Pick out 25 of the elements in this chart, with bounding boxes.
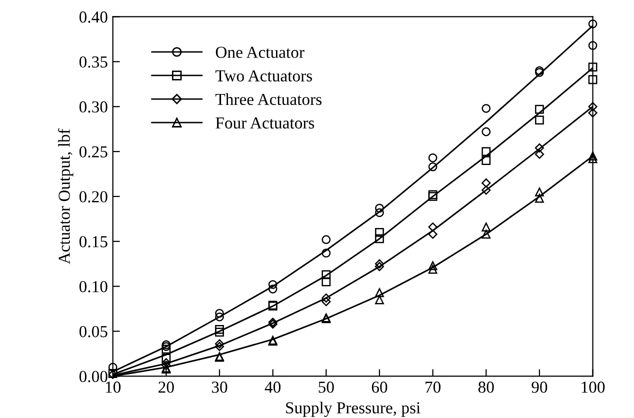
- y-tick-label: 0.15: [79, 236, 108, 248]
- x-tick-label: 20: [158, 382, 174, 393]
- x-axis-title: Supply Pressure, psi: [286, 402, 420, 417]
- y-tick-label: 0.20: [79, 191, 108, 202]
- x-tick-label: 90: [532, 382, 548, 393]
- y-tick-label: 0.00: [79, 370, 108, 382]
- x-tick-label: 80: [478, 382, 494, 393]
- x-tick-label: 60: [372, 382, 388, 393]
- y-tick-label: 0.25: [79, 146, 108, 158]
- y-tick-label: 0.30: [79, 101, 108, 113]
- y-tick-label: 0.05: [79, 326, 108, 338]
- x-tick-label: 40: [264, 382, 281, 393]
- x-tick-label: 10: [106, 382, 121, 393]
- x-tick-label: 100: [582, 382, 605, 393]
- x-tick-label: 30: [212, 382, 228, 393]
- x-tick-label: 70: [426, 382, 441, 393]
- legend-label: Four Actuators: [216, 117, 314, 129]
- y-axis-title: Actuator Output, lbf: [58, 128, 74, 264]
- legend-label: Three Actuators: [215, 93, 322, 106]
- y-tick-label: 0.10: [79, 281, 108, 292]
- y-tick-label: 0.40: [79, 11, 108, 23]
- y-tick-label: 0.35: [79, 56, 108, 68]
- legend-label: Two Actuators: [215, 70, 312, 82]
- legend-label: One Actuator: [216, 46, 304, 58]
- x-tick-label: 50: [318, 382, 334, 393]
